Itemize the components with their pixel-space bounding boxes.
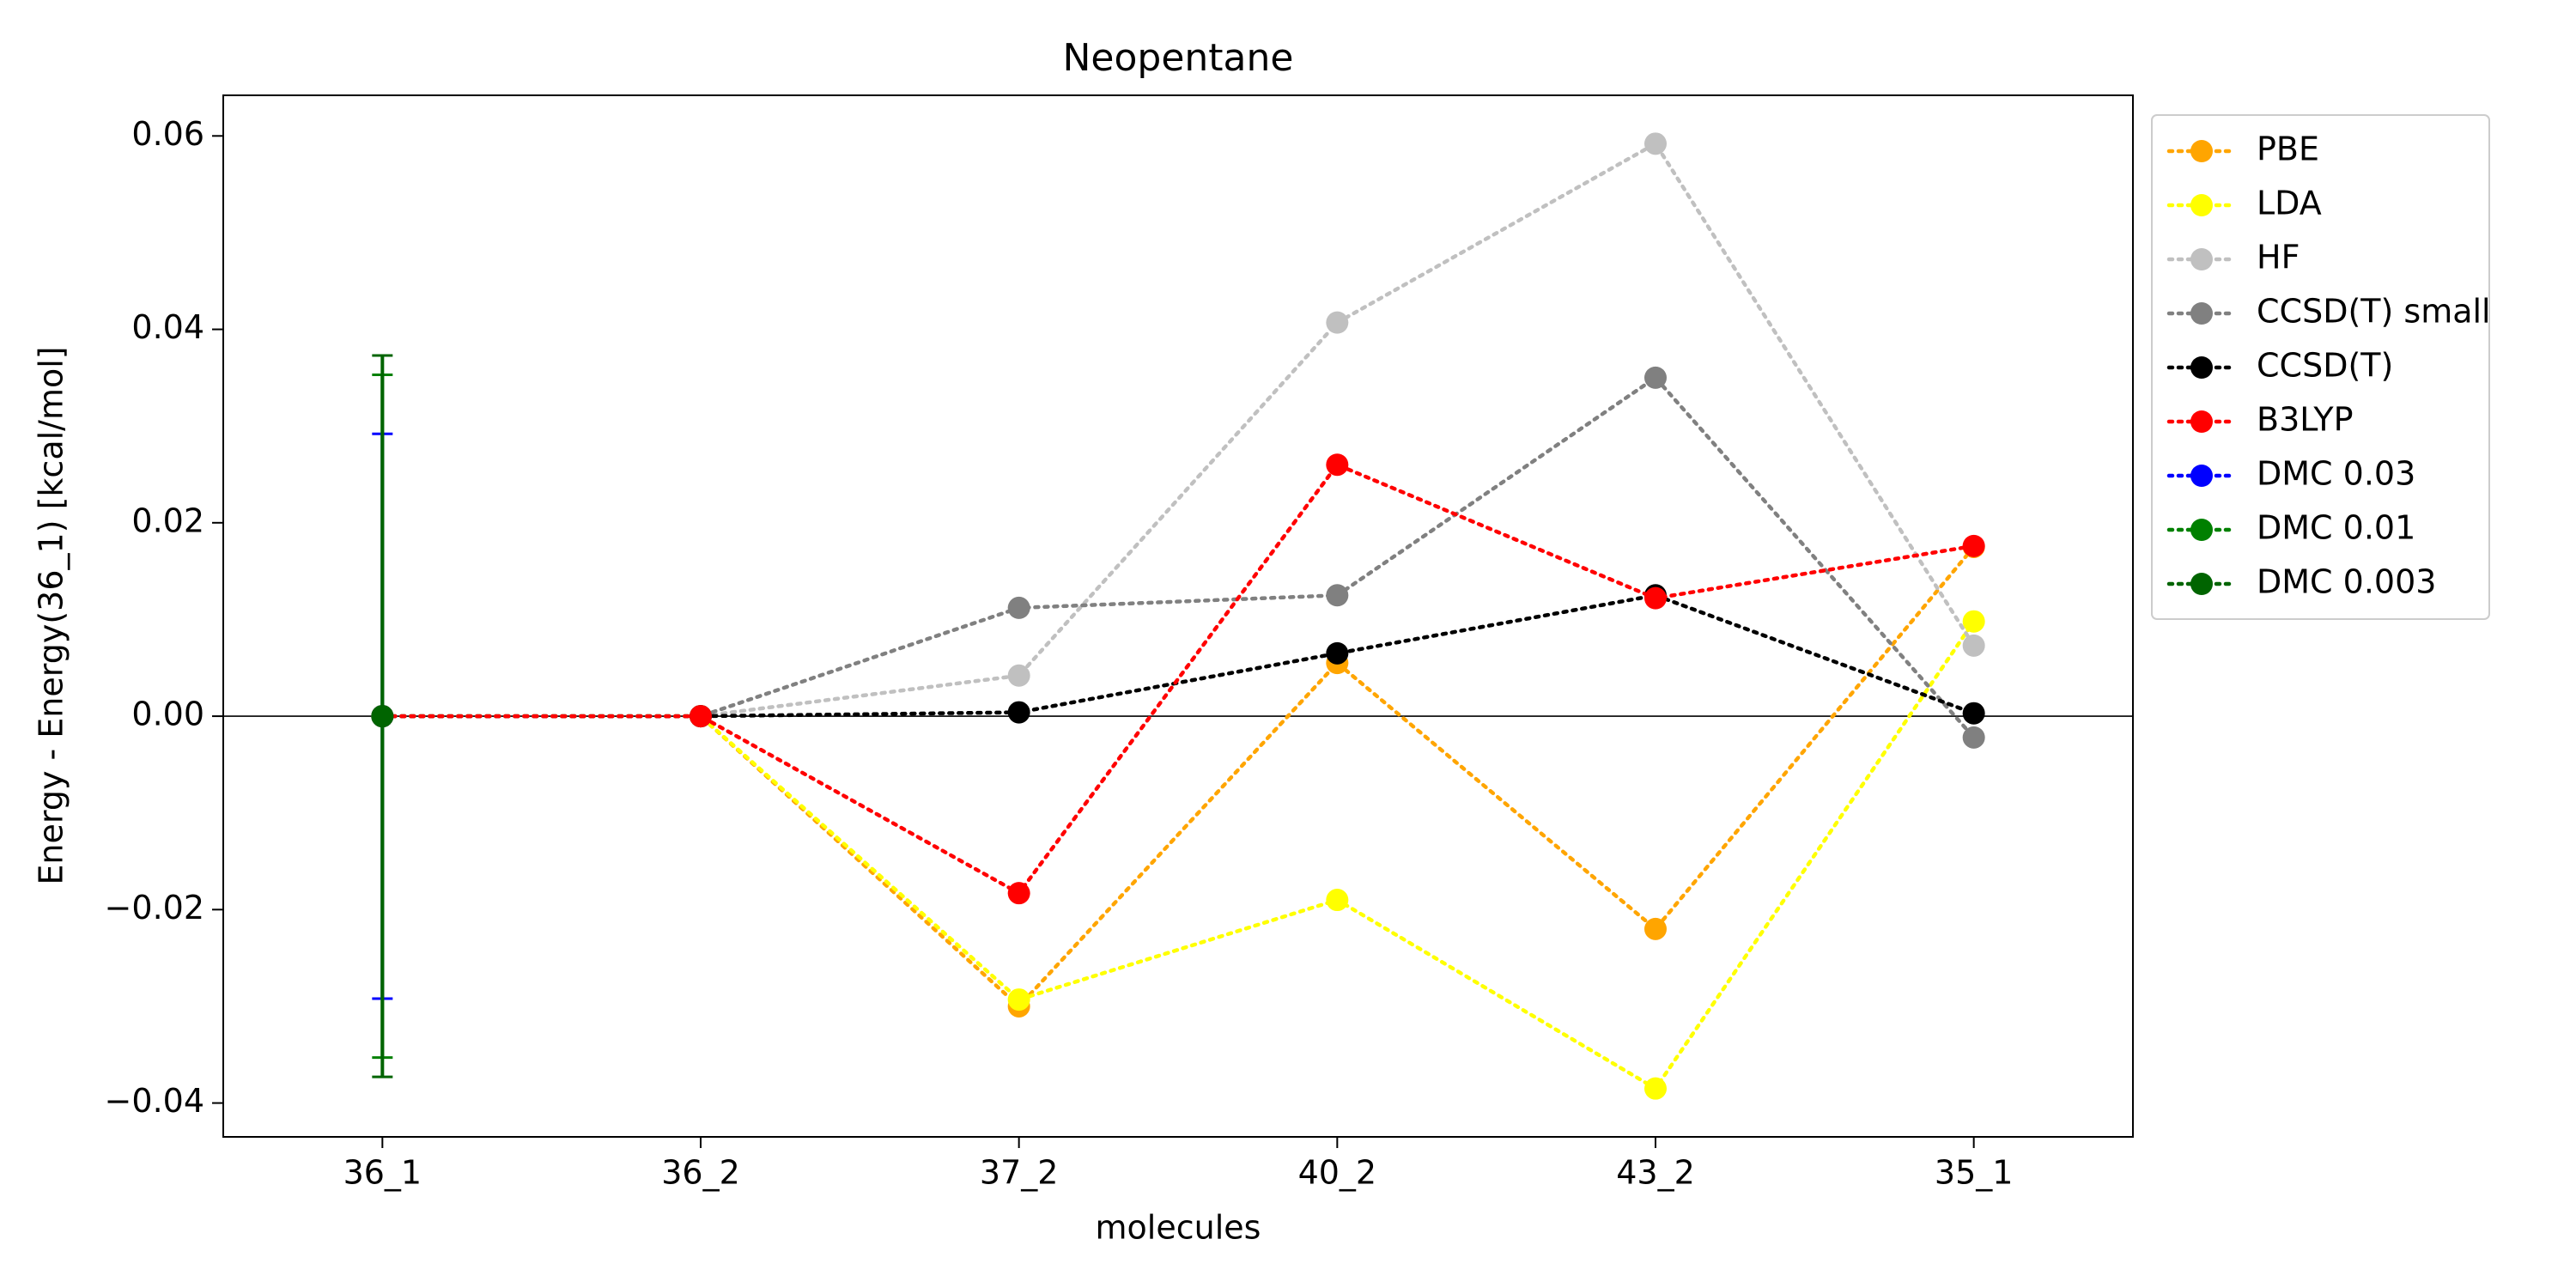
point — [1326, 889, 1349, 912]
x-tick-label: 43_2 — [1616, 1154, 1695, 1192]
point — [1326, 584, 1349, 607]
point — [1007, 882, 1030, 905]
y-tick-label: 0.02 — [131, 501, 204, 539]
point — [1644, 1077, 1667, 1100]
point — [1007, 664, 1030, 687]
point — [1326, 641, 1349, 665]
legend-marker — [2190, 356, 2213, 379]
legend-marker — [2190, 410, 2213, 433]
legend-label: DMC 0.003 — [2257, 563, 2436, 601]
point — [690, 705, 712, 728]
legend-marker — [2190, 519, 2213, 541]
x-tick-label: 36_2 — [661, 1154, 740, 1192]
x-axis-label: molecules — [1096, 1209, 1261, 1247]
legend-label: CCSD(T) small — [2257, 293, 2491, 331]
point — [1007, 596, 1030, 619]
legend-label: DMC 0.03 — [2257, 455, 2415, 493]
legend-label: CCSD(T) — [2257, 347, 2393, 385]
point — [1962, 726, 1985, 749]
point — [1962, 534, 1985, 557]
y-tick-label: −0.02 — [105, 889, 204, 927]
point — [1644, 366, 1667, 389]
legend-marker — [2190, 573, 2213, 595]
y-tick-label: 0.06 — [131, 115, 204, 153]
x-tick-label: 36_1 — [343, 1154, 422, 1192]
point — [1326, 311, 1349, 334]
series-line — [380, 544, 1976, 1010]
legend-label: LDA — [2257, 185, 2322, 222]
legend-marker — [2190, 194, 2213, 216]
legend-label: HF — [2257, 239, 2300, 276]
point — [1007, 988, 1030, 1012]
series-line — [380, 462, 1976, 896]
x-tick-label: 40_2 — [1298, 1154, 1377, 1192]
point — [1007, 701, 1030, 724]
point — [1326, 453, 1349, 477]
x-tick-label: 37_2 — [980, 1154, 1059, 1192]
legend-marker — [2190, 302, 2213, 325]
point — [1644, 917, 1667, 940]
legend-label: B3LYP — [2257, 401, 2354, 439]
legend-label: DMC 0.01 — [2257, 509, 2415, 547]
y-tick-label: 0.00 — [131, 696, 204, 733]
point — [1644, 132, 1667, 155]
legend-marker — [2190, 248, 2213, 270]
series-line — [380, 619, 1976, 1091]
legend-label: PBE — [2257, 131, 2319, 168]
point — [371, 705, 394, 728]
y-tick-label: −0.04 — [105, 1082, 204, 1120]
legend-marker — [2190, 140, 2213, 162]
chart-title: Neopentane — [1063, 36, 1294, 80]
y-axis-label: Energy - Energy(36_1) [kcal/mol] — [33, 346, 70, 884]
x-tick-label: 35_1 — [1935, 1154, 2014, 1192]
point — [1962, 610, 1985, 633]
legend-box — [2151, 114, 2490, 620]
series-line — [380, 141, 1976, 719]
plot-frame — [222, 94, 2134, 1138]
series-line — [380, 592, 1976, 719]
legend-marker — [2190, 465, 2213, 487]
point — [1644, 586, 1667, 610]
point — [1962, 702, 1985, 725]
y-tick-label: 0.04 — [131, 308, 204, 346]
point — [1962, 634, 1985, 657]
